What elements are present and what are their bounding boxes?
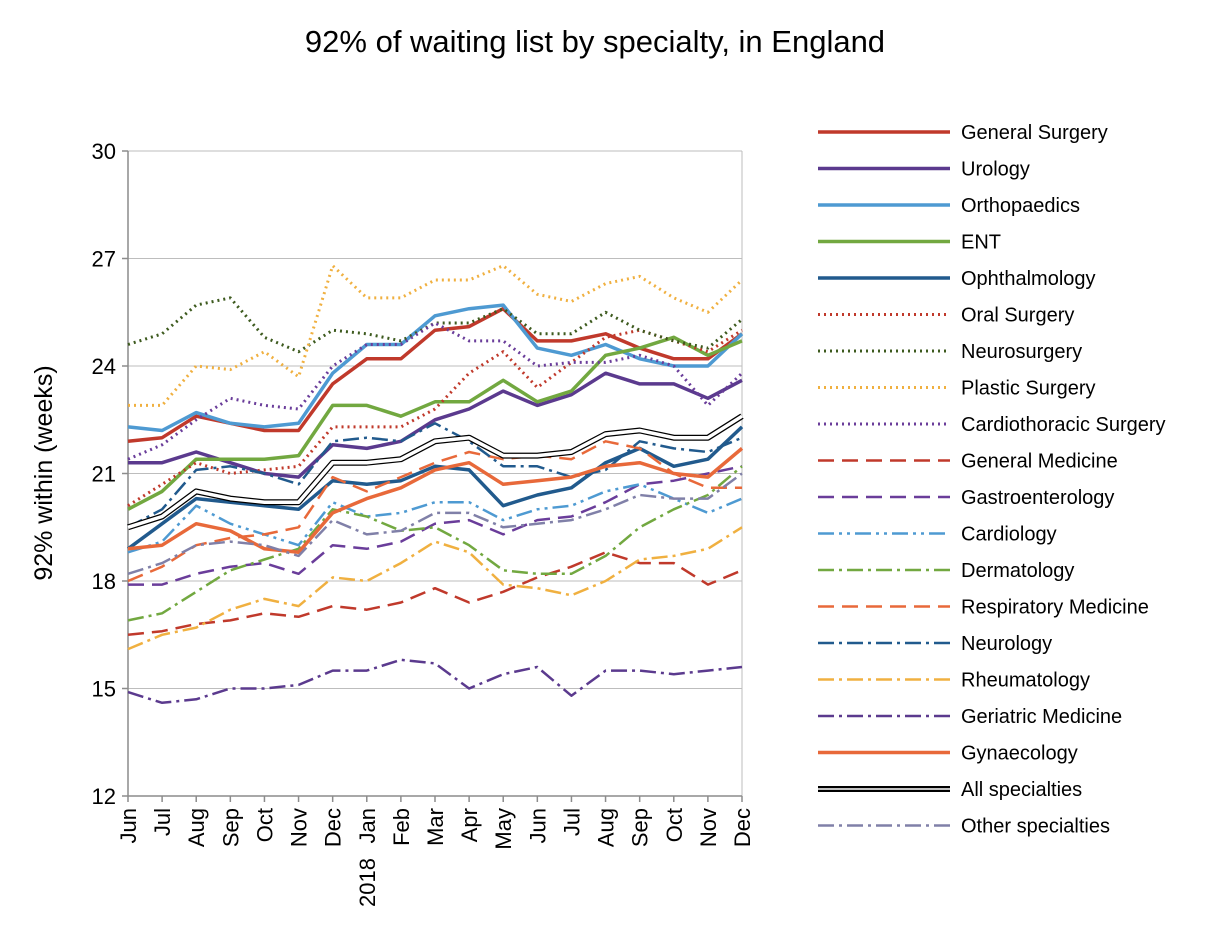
x-tick-label: Jun: [525, 808, 550, 843]
legend-item-all-specialties: All specialties: [818, 779, 1082, 801]
legend-item-oral-surgery: Oral Surgery: [818, 305, 1074, 327]
y-tick-labels: 12 15 18 21 24 27 30: [92, 139, 116, 809]
legend-item-cardiothoracic-surgery: Cardiothoracic Surgery: [818, 414, 1166, 436]
series-line-ent: [127, 335, 743, 511]
legend-label: General Medicine: [961, 451, 1118, 473]
x-tick-label: Jan: [355, 808, 380, 843]
legend-label: Cardiology: [961, 524, 1057, 546]
x-year-label: 2018: [355, 858, 380, 907]
legend-label: Rheumatology: [961, 670, 1090, 692]
series-line-cardiology: [127, 483, 743, 554]
legend-item-gynaecology: Gynaecology: [818, 743, 1078, 765]
y-tick-label: 24: [92, 354, 116, 379]
legend-label: Respiratory Medicine: [961, 597, 1149, 619]
x-tick-label: Sep: [628, 808, 653, 847]
y-tick-label: 18: [92, 569, 116, 594]
legend-item-respiratory-medicine: Respiratory Medicine: [818, 597, 1149, 619]
series-line-cardiothoracic-surgery: [127, 321, 744, 461]
legend-label: Oral Surgery: [961, 305, 1074, 327]
chart-title: 92% of waiting list by specialty, in Eng…: [305, 24, 885, 59]
x-tick-label: Mar: [423, 808, 448, 846]
legend-item-urology: Urology: [818, 159, 1030, 181]
x-tick-label: Oct: [662, 808, 687, 842]
series-line-ophthalmology: [126, 425, 744, 551]
series-line-respiratory-medicine: [127, 440, 742, 583]
series-line-general-medicine: [127, 551, 743, 637]
y-tick-label: 15: [92, 677, 116, 702]
y-axis-label: 92% within (weeks): [30, 365, 58, 580]
series-line-plastic-surgery: [128, 264, 744, 407]
legend-label: Geriatric Medicine: [961, 706, 1122, 728]
x-tick-label: Oct: [252, 808, 277, 842]
legend-label: Neurosurgery: [961, 341, 1082, 363]
x-tick-label: Jul: [150, 808, 175, 836]
series-line-other-specialties: [127, 472, 743, 575]
series-line-neurosurgery: [127, 296, 743, 354]
legend-label: Orthopaedics: [961, 195, 1080, 217]
gridlines: [128, 150, 743, 796]
x-tick-label: Aug: [594, 808, 619, 847]
series-line-urology: [128, 371, 743, 479]
legend-label: All specialties: [961, 779, 1082, 801]
legend-label: Neurology: [961, 633, 1052, 655]
legend-item-ophthalmology: Ophthalmology: [818, 268, 1096, 290]
legend-label: Gynaecology: [961, 743, 1078, 765]
y-tick-label: 12: [92, 784, 116, 809]
y-tick-label: 21: [92, 462, 116, 487]
legend-label: Urology: [961, 159, 1030, 181]
legend-item-general-surgery: General Surgery: [818, 122, 1108, 144]
legend-label: Ophthalmology: [961, 268, 1096, 290]
legend: General Surgery Urology Orthopaedics ENT Oph…: [818, 122, 1166, 838]
x-tick-labels: Jun Jul Aug Sep Oct Nov Dec Jan Feb Mar Apr May Jun J…: [116, 808, 755, 907]
legend-label: Dermatology: [961, 560, 1074, 582]
legend-item-neurology: Neurology: [818, 633, 1052, 655]
legend-item-dermatology: Dermatology: [818, 560, 1074, 582]
x-tick-label: Dec: [321, 808, 346, 847]
legend-item-cardiology: Cardiology: [818, 524, 1057, 546]
series-line-neurology: [127, 422, 743, 529]
legend-label: General Surgery: [961, 122, 1108, 144]
series-line-orthopaedics: [127, 303, 744, 433]
x-tick-label: Dec: [730, 808, 755, 847]
legend-item-other-specialties: Other specialties: [818, 816, 1110, 838]
x-tick-label: Aug: [184, 808, 209, 847]
x-tick-label: Feb: [389, 808, 414, 846]
y-tick-label: 30: [92, 139, 116, 164]
x-tick-label: May: [491, 808, 516, 850]
legend-item-neurosurgery: Neurosurgery: [818, 341, 1082, 363]
legend-item-plastic-surgery: Plastic Surgery: [818, 378, 1096, 400]
series-line-oral-surgery: [127, 328, 743, 507]
legend-item-rheumatology: Rheumatology: [818, 670, 1090, 692]
x-tick-label: Jul: [559, 808, 584, 836]
x-tick-label: Apr: [457, 808, 482, 842]
x-tick-label: Sep: [218, 808, 243, 847]
x-tick-label: Nov: [696, 808, 721, 847]
legend-item-orthopaedics: Orthopaedics: [818, 195, 1080, 217]
x-tick-label: Nov: [287, 808, 312, 847]
y-tick-label: 27: [92, 247, 116, 272]
series-line-geriatric-medicine: [127, 658, 743, 705]
axes: [122, 150, 743, 802]
series-line-rheumatology: [127, 526, 743, 651]
legend-item-gastroenterology: Gastroenterology: [818, 487, 1114, 509]
legend-item-geriatric-medicine: Geriatric Medicine: [818, 706, 1122, 728]
x-tick-label: Jun: [116, 808, 141, 843]
series-line-all-specialties-inner: [127, 414, 743, 529]
legend-label: Cardiothoracic Surgery: [961, 414, 1166, 436]
legend-label: Other specialties: [961, 816, 1110, 838]
legend-item-general-medicine: General Medicine: [818, 451, 1118, 473]
legend-label: Plastic Surgery: [961, 378, 1096, 400]
legend-label: ENT: [961, 232, 1001, 254]
series-line-gynaecology: [127, 447, 744, 555]
series-line-gastroenterology: [128, 465, 743, 586]
legend-item-ent: ENT: [818, 232, 1001, 254]
series-lines: [126, 264, 744, 705]
legend-label: Gastroenterology: [961, 487, 1114, 509]
